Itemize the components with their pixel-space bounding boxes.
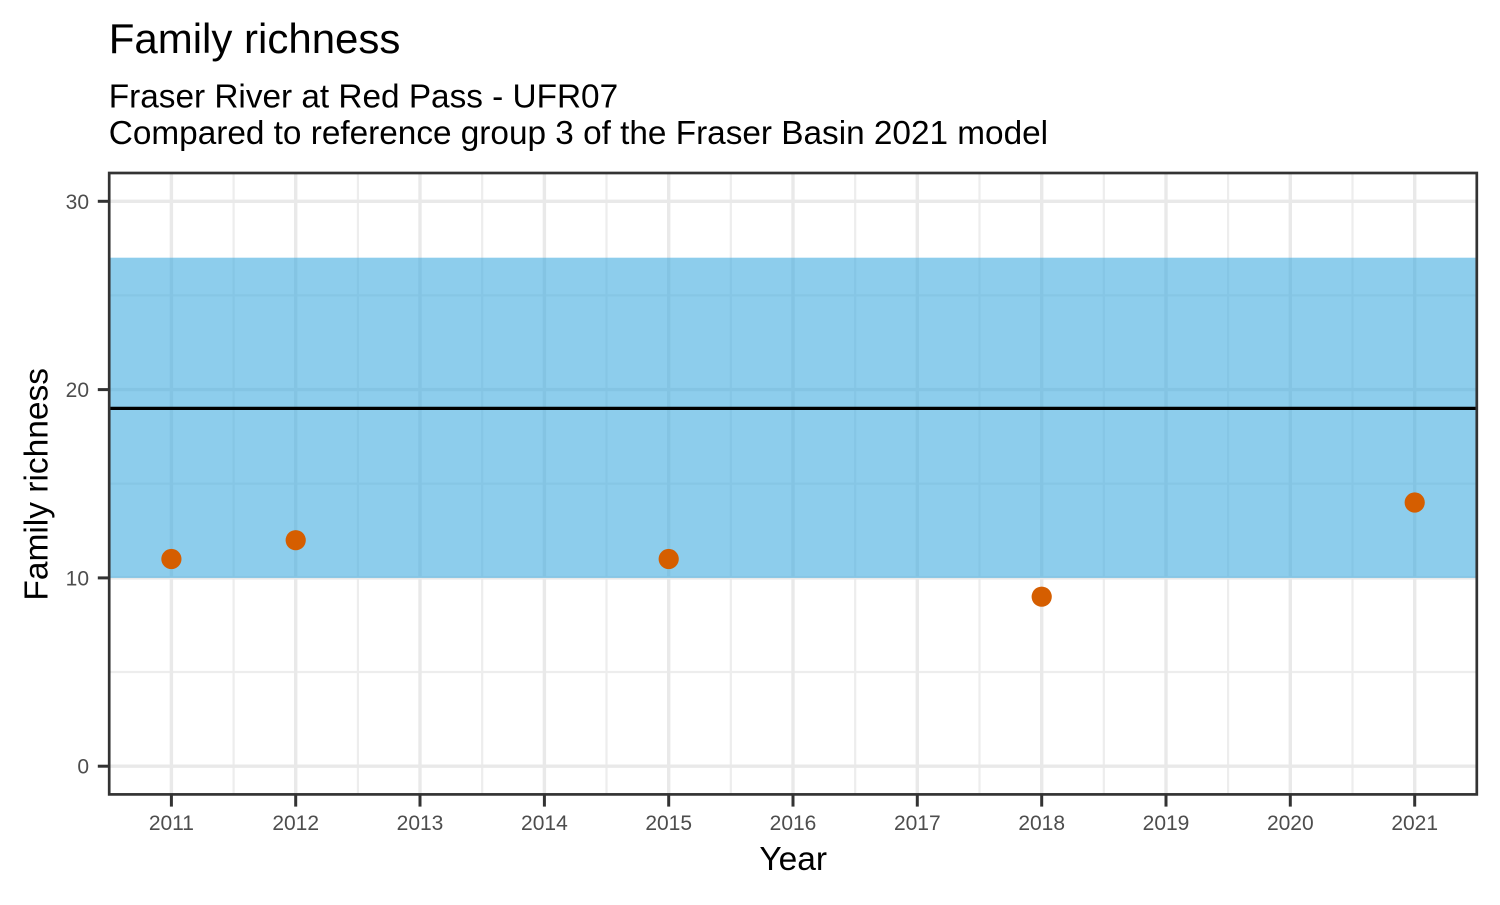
svg-text:2018: 2018 (1018, 812, 1065, 835)
svg-text:Family richness: Family richness (19, 368, 56, 601)
svg-text:2015: 2015 (645, 812, 692, 835)
svg-text:Year: Year (759, 841, 827, 878)
svg-text:2012: 2012 (272, 812, 319, 835)
svg-text:Compared to reference group 3: Compared to reference group 3 of the Fra… (109, 115, 1048, 152)
svg-text:0: 0 (77, 756, 89, 779)
svg-text:2019: 2019 (1143, 812, 1190, 835)
svg-text:2017: 2017 (894, 812, 941, 835)
svg-text:Family richness: Family richness (109, 15, 401, 62)
svg-text:2011: 2011 (149, 812, 194, 835)
svg-text:20: 20 (66, 379, 89, 402)
svg-text:2014: 2014 (521, 812, 568, 835)
svg-text:10: 10 (66, 567, 89, 590)
svg-text:2016: 2016 (770, 812, 817, 835)
svg-text:2020: 2020 (1267, 812, 1314, 835)
svg-text:2021: 2021 (1391, 812, 1438, 835)
svg-text:Fraser River at Red Pass - UFR: Fraser River at Red Pass - UFR07 (109, 78, 618, 115)
svg-text:30: 30 (66, 191, 89, 214)
svg-text:2013: 2013 (397, 812, 444, 835)
